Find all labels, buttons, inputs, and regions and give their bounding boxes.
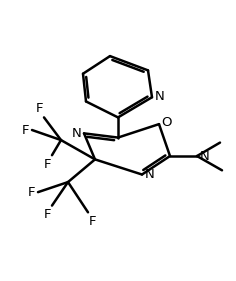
Text: F: F bbox=[35, 102, 43, 115]
Text: F: F bbox=[43, 208, 51, 221]
Text: N: N bbox=[199, 149, 209, 162]
Text: F: F bbox=[43, 158, 51, 171]
Text: N: N bbox=[72, 127, 82, 140]
Text: F: F bbox=[22, 124, 30, 137]
Text: F: F bbox=[89, 215, 97, 228]
Text: F: F bbox=[28, 186, 36, 199]
Text: N: N bbox=[154, 90, 164, 103]
Text: N: N bbox=[144, 168, 154, 181]
Text: O: O bbox=[161, 116, 172, 130]
